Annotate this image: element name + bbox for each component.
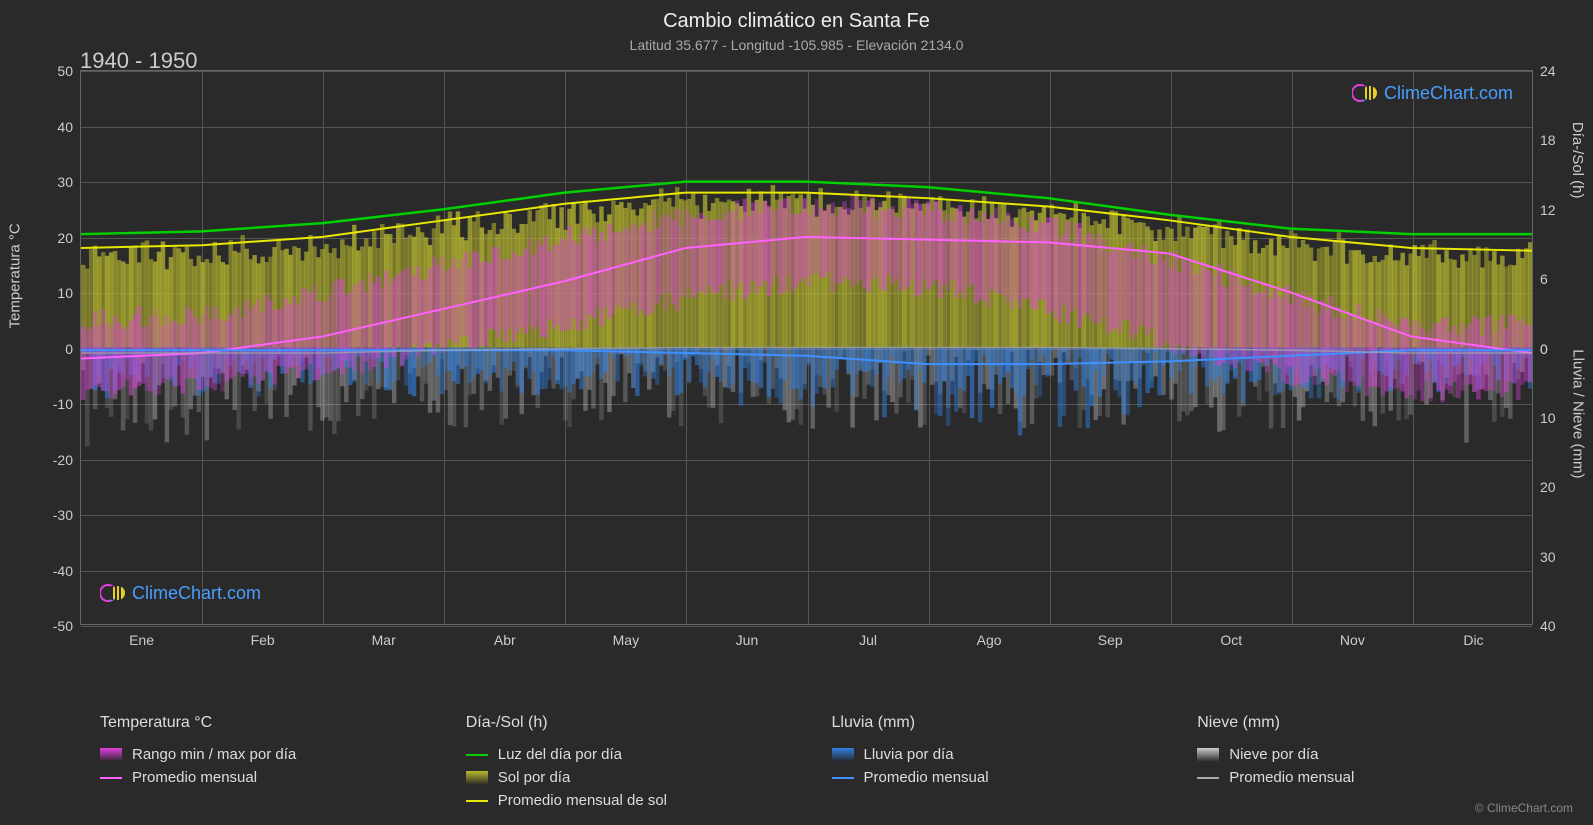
x-tick-month: Dic — [1463, 632, 1483, 648]
y-tick-right-top: 18 — [1540, 132, 1556, 148]
legend-label: Promedio mensual — [132, 769, 257, 786]
legend-label: Rango min / max por día — [132, 746, 296, 763]
y-tick-left: 10 — [57, 285, 73, 301]
y-tick-left: 40 — [57, 119, 73, 135]
y-tick-left: -40 — [53, 563, 73, 579]
y-tick-left: 30 — [57, 174, 73, 190]
y-tick-left: 0 — [65, 341, 73, 357]
legend-label: Nieve por día — [1229, 746, 1318, 763]
legend-item: Luz del día por día — [466, 746, 802, 763]
legend-swatch — [466, 754, 488, 756]
legend-header: Nieve (mm) — [1197, 714, 1533, 732]
legend-col-snow: Nieve (mm) Nieve por día Promedio mensual — [1197, 714, 1533, 815]
legend-header: Día-/Sol (h) — [466, 714, 802, 732]
logo-text: ClimeChart.com — [1384, 83, 1513, 104]
legend-swatch — [466, 771, 488, 785]
chart-svg — [81, 71, 1532, 624]
y-tick-right-bottom: 40 — [1540, 618, 1556, 634]
legend-swatch — [100, 777, 122, 779]
logo-icon — [100, 580, 126, 606]
legend-item: Promedio mensual — [100, 769, 436, 786]
y-tick-right-top: 6 — [1540, 271, 1548, 287]
y-axis-left-label: Temperatura °C — [7, 223, 24, 328]
legend-col-rain: Lluvia (mm) Lluvia por día Promedio mensu… — [832, 714, 1168, 815]
legend-header: Temperatura °C — [100, 714, 436, 732]
legend-col-temp: Temperatura °C Rango min / max por día Pr… — [100, 714, 436, 815]
legend-swatch — [832, 777, 854, 779]
climate-chart: Cambio climático en Santa Fe Latitud 35.… — [0, 0, 1593, 825]
y-tick-left: 20 — [57, 230, 73, 246]
legend-label: Sol por día — [498, 769, 571, 786]
y-tick-right-bottom: 30 — [1540, 549, 1556, 565]
y-axis-right-bottom-label: Lluvia / Nieve (mm) — [1570, 349, 1587, 478]
legend-swatch — [466, 800, 488, 802]
y-axis-right-top-label: Día-/Sol (h) — [1570, 122, 1587, 199]
x-tick-month: Jun — [736, 632, 759, 648]
legend-item: Nieve por día — [1197, 746, 1533, 763]
legend-item: Promedio mensual de sol — [466, 792, 802, 809]
legend-swatch — [1197, 748, 1219, 762]
x-tick-month: Oct — [1220, 632, 1242, 648]
x-tick-month: Sep — [1098, 632, 1123, 648]
chart-title: Cambio climático en Santa Fe — [0, 10, 1593, 33]
x-tick-month: Feb — [251, 632, 275, 648]
legend-label: Promedio mensual — [864, 769, 989, 786]
chart-subtitle: Latitud 35.677 - Longitud -105.985 - Ele… — [0, 37, 1593, 53]
plot-area: 50403020100-10-20-30-40-5024181260010203… — [80, 70, 1533, 625]
copyright: © ClimeChart.com — [1475, 801, 1573, 815]
x-tick-month: May — [613, 632, 639, 648]
legend-swatch — [832, 748, 854, 762]
legend-label: Luz del día por día — [498, 746, 622, 763]
logo-top: ClimeChart.com — [1352, 80, 1513, 106]
x-tick-month: Abr — [494, 632, 516, 648]
y-tick-left: -50 — [53, 618, 73, 634]
legend-swatch — [100, 748, 122, 762]
logo-bottom: ClimeChart.com — [100, 580, 261, 606]
y-tick-left: 50 — [57, 63, 73, 79]
logo-text: ClimeChart.com — [132, 583, 261, 604]
y-tick-right-bottom: 10 — [1540, 410, 1556, 426]
legend-label: Promedio mensual de sol — [498, 792, 667, 809]
legend-item: Sol por día — [466, 769, 802, 786]
legend-item: Promedio mensual — [832, 769, 1168, 786]
logo-icon — [1352, 80, 1378, 106]
x-tick-month: Ene — [129, 632, 154, 648]
y-tick-left: -20 — [53, 452, 73, 468]
legend-label: Promedio mensual — [1229, 769, 1354, 786]
legend-item: Lluvia por día — [832, 746, 1168, 763]
x-tick-month: Nov — [1340, 632, 1365, 648]
x-tick-month: Ago — [977, 632, 1002, 648]
y-tick-right-bottom: 20 — [1540, 479, 1556, 495]
y-tick-left: -10 — [53, 396, 73, 412]
title-block: Cambio climático en Santa Fe Latitud 35.… — [0, 0, 1593, 53]
legend-item: Rango min / max por día — [100, 746, 436, 763]
legend-swatch — [1197, 777, 1219, 779]
legend-label: Lluvia por día — [864, 746, 954, 763]
y-tick-right-top: 24 — [1540, 63, 1556, 79]
x-tick-month: Jul — [859, 632, 877, 648]
legend-item: Promedio mensual — [1197, 769, 1533, 786]
x-tick-month: Mar — [372, 632, 396, 648]
legend: Temperatura °C Rango min / max por día Pr… — [100, 714, 1533, 815]
y-tick-left: -30 — [53, 507, 73, 523]
y-tick-right-bottom: 0 — [1540, 341, 1548, 357]
legend-header: Lluvia (mm) — [832, 714, 1168, 732]
y-tick-right-top: 12 — [1540, 202, 1556, 218]
legend-col-sun: Día-/Sol (h) Luz del día por día Sol por … — [466, 714, 802, 815]
